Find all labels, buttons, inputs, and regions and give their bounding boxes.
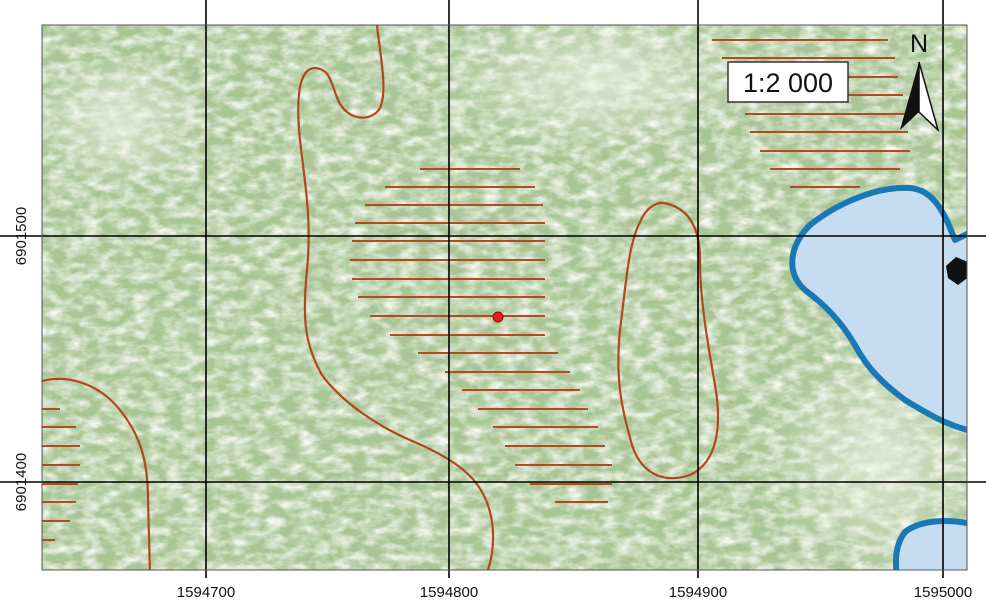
map-border: [41, 24, 968, 571]
x-tick-label: 1594800: [420, 584, 478, 601]
scale-text: 1:2 000: [743, 68, 833, 98]
x-tick-label: 1595000: [914, 584, 972, 601]
small-black-feature: [946, 257, 967, 285]
contour-loop-center-right: [617, 201, 720, 480]
scale-label: 1:2 000: [727, 61, 849, 103]
lake-lower-right: [893, 518, 967, 570]
grid-ticks: [0, 0, 986, 578]
contour-central-long: [297, 25, 495, 570]
hatch-left: [42, 408, 80, 541]
north-arrow: N: [900, 30, 940, 133]
contour-lines: [42, 25, 720, 570]
lake-upper-right: [789, 184, 967, 433]
north-arrow-right-icon: [918, 61, 940, 133]
y-tick-label: 6901400: [13, 453, 30, 511]
north-label: N: [910, 30, 928, 58]
x-axis-labels: 1594700 1594800 1594900 1595000: [177, 584, 972, 601]
coordinate-grid: [42, 25, 967, 570]
lakes: [789, 184, 967, 570]
map-frame: [42, 25, 967, 570]
x-tick-label: 1594900: [669, 584, 727, 601]
x-tick-label: 1594700: [177, 584, 235, 601]
north-arrow-left-icon: [900, 62, 919, 130]
contour-bottom-left: [42, 377, 151, 570]
y-axis-labels: 6901500 6901400: [13, 207, 30, 511]
y-tick-label: 6901500: [13, 207, 30, 265]
location-marker[interactable]: [492, 311, 504, 323]
